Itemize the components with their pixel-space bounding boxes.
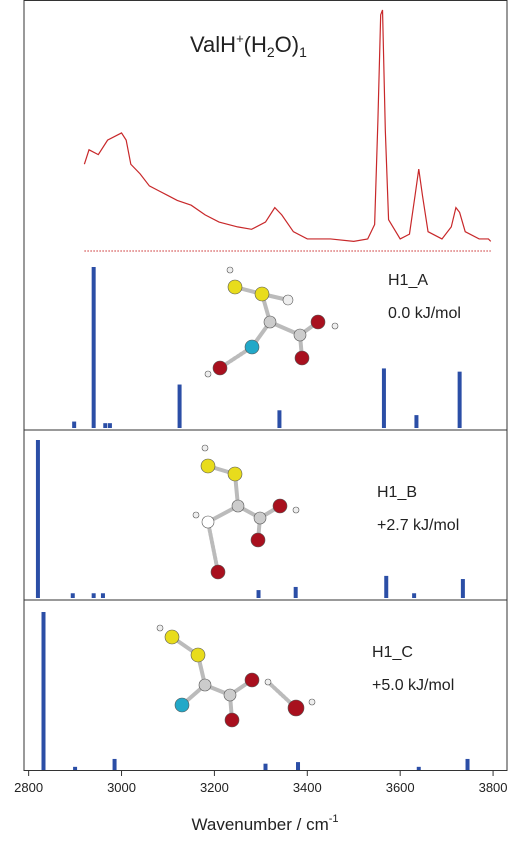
stick: [257, 590, 261, 598]
stick: [417, 767, 421, 770]
stick: [103, 423, 107, 428]
x-axis-label: Wavenumber / cm-1: [191, 813, 338, 834]
x-label-text: Wavenumber / cm: [191, 815, 328, 834]
stick: [36, 440, 40, 598]
stick: [382, 368, 386, 428]
chart-title: ValH+(H2O)1: [190, 31, 307, 60]
stick: [277, 410, 281, 428]
title-part: +: [236, 31, 244, 46]
x-tick-label: 2800: [14, 780, 43, 795]
molecule-b: [193, 445, 299, 579]
x-label-sup: -1: [329, 813, 339, 825]
annotation: H1_A: [388, 272, 428, 289]
stick: [92, 593, 96, 598]
title-part: O): [275, 32, 299, 57]
title-part: (H: [244, 32, 267, 57]
stick: [42, 612, 46, 770]
stick: [264, 764, 268, 770]
annotation: +2.7 kJ/mol: [377, 517, 459, 534]
stick: [414, 415, 418, 428]
annotation: 0.0 kJ/mol: [388, 305, 461, 322]
molecule-c: [157, 625, 315, 727]
stick: [92, 267, 96, 428]
stick: [71, 593, 75, 598]
stick: [178, 385, 182, 428]
stick: [412, 593, 416, 598]
frame: [24, 1, 507, 771]
x-tick-label: 3800: [479, 780, 508, 795]
x-tick-label: 3600: [386, 780, 415, 795]
title-part: 2: [267, 44, 275, 60]
molecule-a: [205, 267, 338, 377]
x-tick-label: 3200: [200, 780, 229, 795]
stick: [294, 587, 298, 598]
stick: [461, 579, 465, 598]
stick: [101, 593, 105, 598]
chart: ValH+(H2O)1 H1_A 0.0 kJ/mol H1_B +2.7 kJ/mol…: [0, 0, 518, 848]
annotation: H1_C: [372, 644, 413, 661]
stick: [296, 762, 300, 770]
annotation: +5.0 kJ/mol: [372, 677, 454, 694]
stick: [73, 767, 77, 770]
x-tick-label: 3400: [293, 780, 322, 795]
stick: [458, 372, 462, 428]
stick: [72, 422, 76, 428]
x-tick-label: 3000: [107, 780, 136, 795]
title-part: ValH: [190, 32, 236, 57]
stick: [108, 423, 112, 428]
stick: [113, 759, 117, 770]
annotation: H1_B: [377, 484, 417, 501]
stick: [384, 576, 388, 598]
title-part: 1: [299, 44, 307, 60]
stick: [466, 759, 470, 770]
